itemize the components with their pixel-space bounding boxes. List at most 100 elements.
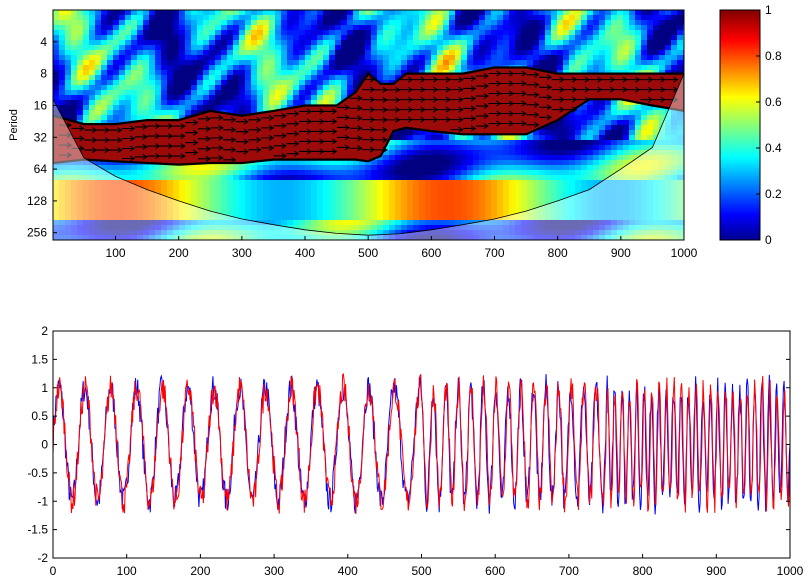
heatmap-cell (629, 110, 636, 116)
heatmap-cell (569, 185, 576, 191)
heatmap-cell (569, 145, 576, 151)
heatmap-cell (329, 225, 336, 231)
heatmap-cell (419, 55, 426, 61)
heatmap-cell (335, 220, 342, 226)
heatmap-cell (425, 40, 432, 46)
heatmap-cell (263, 175, 270, 181)
heatmap-cell (347, 190, 354, 196)
heatmap-cell (431, 135, 438, 141)
heatmap-cell (131, 30, 138, 36)
heatmap-cell (401, 190, 408, 196)
heatmap-cell (473, 50, 480, 56)
heatmap-cell (149, 180, 156, 186)
heatmap-cell (275, 190, 282, 196)
heatmap-cell (329, 200, 336, 206)
heatmap-cell (653, 35, 660, 41)
heatmap-cell (299, 175, 306, 181)
heatmap-cell (545, 205, 552, 211)
heatmap-cell (155, 200, 162, 206)
heatmap-cell (431, 140, 438, 146)
heatmap-cell (581, 130, 588, 136)
heatmap-cell (299, 230, 306, 236)
heatmap-cell (389, 60, 396, 66)
heatmap-cell (545, 165, 552, 171)
heatmap-cell (659, 145, 666, 151)
heatmap-cell (431, 25, 438, 31)
heatmap-cell (593, 115, 600, 121)
heatmap-cell (551, 195, 558, 201)
heatmap-cell (629, 205, 636, 211)
heatmap-cell (317, 15, 324, 21)
heatmap-cell (473, 195, 480, 201)
heatmap-cell (521, 25, 528, 31)
heatmap-cell (377, 75, 384, 81)
heatmap-cell (659, 215, 666, 221)
heatmap-cell (431, 210, 438, 216)
heatmap-cell (533, 150, 540, 156)
heatmap-cell (467, 215, 474, 221)
heatmap-cell (497, 210, 504, 216)
heatmap-cell (647, 110, 654, 116)
heatmap-cell (395, 60, 402, 66)
heatmap-cell (383, 235, 390, 240)
heatmap-cell (383, 145, 390, 151)
heatmap-cell (167, 60, 174, 66)
heatmap-cell (257, 75, 264, 81)
heatmap-cell (215, 100, 222, 106)
heatmap-cell (425, 140, 432, 146)
heatmap-cell (347, 205, 354, 211)
heatmap-cell (335, 75, 342, 81)
heatmap-cell (521, 175, 528, 181)
heatmap-cell (77, 90, 84, 96)
heatmap-cell (443, 50, 450, 56)
heatmap-cell (569, 40, 576, 46)
heatmap-cell (323, 175, 330, 181)
heatmap-cell (119, 95, 126, 101)
heatmap-cell (317, 50, 324, 56)
heatmap-cell (269, 40, 276, 46)
heatmap-cell (551, 35, 558, 41)
heatmap-cell (233, 190, 240, 196)
heatmap-cell (167, 175, 174, 181)
heatmap-cell (197, 225, 204, 231)
heatmap-cell (263, 15, 270, 21)
heatmap-cell (131, 55, 138, 61)
heatmap-cell (335, 70, 342, 76)
heatmap-cell (71, 20, 78, 26)
heatmap-cell (191, 195, 198, 201)
heatmap-cell (455, 40, 462, 46)
heatmap-cell (119, 110, 126, 116)
heatmap-cell (635, 30, 642, 36)
heatmap-cell (269, 195, 276, 201)
heatmap-cell (59, 15, 66, 21)
heatmap-cell (71, 55, 78, 61)
heatmap-cell (533, 40, 540, 46)
heatmap-cell (593, 55, 600, 61)
heatmap-cell (101, 80, 108, 86)
heatmap-cell (167, 210, 174, 216)
heatmap-cell (581, 125, 588, 131)
heatmap-cell (629, 235, 636, 240)
heatmap-cell (125, 210, 132, 216)
heatmap-cell (611, 115, 618, 121)
heatmap-cell (101, 190, 108, 196)
heatmap-cell (275, 185, 282, 191)
heatmap-cell (389, 185, 396, 191)
heatmap-cell (623, 40, 630, 46)
heatmap-cell (209, 165, 216, 171)
heatmap-cell (617, 50, 624, 56)
heatmap-cell (257, 235, 264, 240)
heatmap-cell (119, 105, 126, 111)
heatmap-cell (101, 60, 108, 66)
phase-arrow (374, 86, 388, 93)
heatmap-cell (371, 160, 378, 166)
heatmap-cell (599, 45, 606, 51)
heatmap-cell (449, 155, 456, 161)
heatmap-cell (173, 95, 180, 101)
heatmap-cell (437, 55, 444, 61)
heatmap-cell (311, 65, 318, 71)
heatmap-cell (389, 40, 396, 46)
heatmap-cell (113, 165, 120, 171)
heatmap-cell (341, 175, 348, 181)
heatmap-cell (371, 210, 378, 216)
